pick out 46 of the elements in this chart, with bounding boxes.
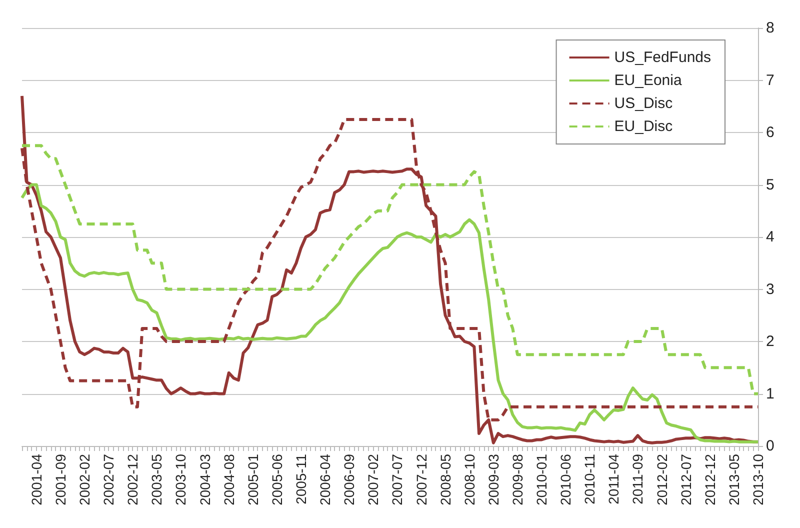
x-tick-label: 2002-07 xyxy=(100,454,117,506)
x-tick-label: 2002-02 xyxy=(76,454,93,506)
x-tick-label: 2006-09 xyxy=(341,454,358,506)
x-tick-label: 2002-12 xyxy=(124,454,141,506)
y-tick-label: 7 xyxy=(766,72,774,89)
x-tick-label: 2007-12 xyxy=(413,454,430,506)
x-tick-label: 2006-04 xyxy=(317,454,334,506)
y-tick-label: 3 xyxy=(766,280,774,298)
legend-label: EU_Disc xyxy=(614,118,674,135)
x-tick-label: 2011-09 xyxy=(630,454,646,504)
x-tick-label: 2005-11 xyxy=(293,454,310,504)
y-tick-label: 2 xyxy=(766,333,774,350)
x-tick-label: 2011-04 xyxy=(606,454,622,504)
y-tick-label: 0 xyxy=(766,438,774,454)
x-tick-label: 2005-01 xyxy=(244,454,261,506)
x-tick-label: 2003-05 xyxy=(148,454,165,506)
y-tick-label: 1 xyxy=(766,385,774,402)
x-tick-label: 2004-08 xyxy=(220,454,237,506)
legend-label: US_Disc xyxy=(614,95,674,112)
x-tick-label: 2008-05 xyxy=(437,454,454,506)
y-tick-label: 6 xyxy=(766,124,774,141)
y-tick-label: 4 xyxy=(766,228,774,246)
x-tick-label: 2009-08 xyxy=(509,454,526,506)
x-tick-label: 2012-02 xyxy=(654,454,670,506)
x-tick-label: 2007-02 xyxy=(365,454,382,506)
x-tick-label: 2013-05 xyxy=(726,454,742,506)
x-tick-label: 2010-06 xyxy=(558,454,574,506)
x-tick-label: 2003-10 xyxy=(172,454,189,506)
x-tick-label: 2007-07 xyxy=(389,454,406,506)
line-series xyxy=(20,183,760,444)
x-tick-label: 2001-04 xyxy=(28,454,44,506)
x-tick-label: 2005-06 xyxy=(268,454,285,506)
legend-label: EU_Eonia xyxy=(614,72,682,89)
y-tick-label: 5 xyxy=(766,176,774,194)
x-tick-label: 2008-10 xyxy=(461,454,478,506)
x-tick-label: 2012-12 xyxy=(702,454,718,506)
x-tick-label: 2010-11 xyxy=(582,454,598,504)
x-tick-label: 2009-03 xyxy=(485,454,502,506)
y-tick-label: 8 xyxy=(766,20,774,36)
legend-label: US_FedFunds xyxy=(614,49,711,66)
x-tick-label: 2010-01 xyxy=(534,454,550,506)
x-tick-label: 2013-10 xyxy=(750,454,766,506)
x-tick-label: 2004-03 xyxy=(196,454,213,506)
x-tick-label: 2001-09 xyxy=(52,454,68,506)
line-series xyxy=(20,144,760,396)
x-tick-label: 2012-07 xyxy=(678,454,694,506)
